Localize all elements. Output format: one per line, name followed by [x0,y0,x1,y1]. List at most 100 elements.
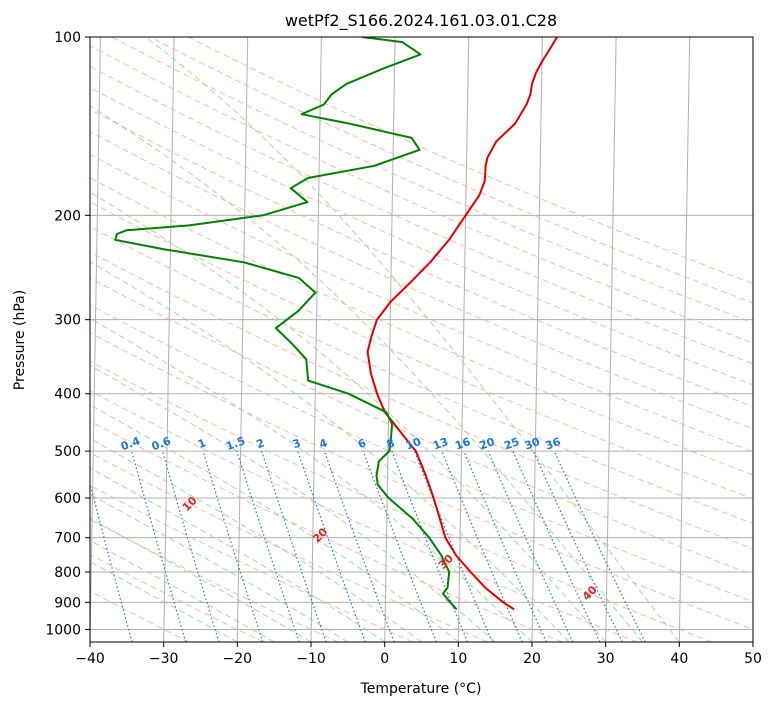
moist-adiabat-line [90,438,422,642]
dry-adiabat-line [90,277,753,576]
chart-grid [90,37,753,642]
dry-adiabat-label: 0 [55,463,70,478]
isotherm-line [531,37,543,642]
chart-title: wetPf2_S166.2024.161.03.01.C28 [285,11,557,31]
chart-series [114,37,558,611]
dry-adiabat-line [90,390,638,642]
x-tick-label: −20 [223,651,253,667]
mixing-ratio-line [90,481,133,642]
isotherm-line [605,37,617,642]
mixing-ratio-label: 10 [404,435,423,453]
dewpoint-profile-line [114,37,458,611]
dry-adiabat-line [90,251,753,550]
isotherm-line [310,37,322,642]
mixing-ratio-line [297,450,366,642]
dry-adiabat-line [149,37,753,304]
dry-adiabat-line [187,37,753,285]
mixing-ratio-line [323,450,395,642]
moist-adiabat-line [90,261,570,642]
moist-adiabat-line [90,467,385,642]
dry-adiabat-line [90,590,190,642]
isotherm-line [163,37,175,642]
x-tick-label: 20 [523,651,541,667]
y-tick-label: 100 [54,30,81,46]
temperature-profile-line [366,37,558,611]
isotherm-line [678,37,691,642]
plot-frame [89,36,754,643]
dry-adiabat-line [90,553,264,642]
mixing-ratio-label: 16 [453,435,472,453]
mixing-ratio-label: 1 [196,436,208,451]
moist-adiabat-line [90,539,275,642]
mixing-ratio-label: 4 [317,436,329,451]
dry-adiabat-line [90,201,753,500]
mixing-ratio-label: 0.1 [22,434,45,453]
moist-adiabat-line [90,364,496,642]
mixing-ratio-line [131,450,187,642]
mixing-ratio-line [391,450,469,642]
mixing-ratio-line [362,450,437,642]
mixing-ratio-line [463,450,547,642]
chart-line-labels: 0.10.20.40.611.52346810131620253036-100-… [22,434,600,603]
mixing-ratio-line [487,450,574,642]
x-tick-label: 50 [744,651,762,667]
y-tick-label: 400 [54,387,81,403]
isotherm-line [236,37,249,642]
x-tick-label: −10 [296,651,326,667]
dry-adiabat-line [90,452,488,642]
mixing-ratio-label: 25 [502,435,521,452]
dry-adiabat-line [90,87,753,386]
dry-adiabat-line [90,177,753,476]
dry-adiabat-line [90,226,753,525]
dry-adiabat-line [90,108,753,408]
isotherm-line [457,37,470,642]
y-axis-label: Pressure (hPa) [12,290,28,390]
dry-adiabat-line [90,332,753,630]
y-tick-label: 300 [54,313,81,329]
moist-adiabat-line [90,317,533,642]
moist-adiabat-line [90,404,459,642]
y-tick-label: 600 [54,491,81,507]
isotherm-line [752,612,753,642]
mixing-ratio-label: 20 [478,435,497,453]
x-tick-label: −30 [149,651,179,667]
dry-adiabat-label: 10 [180,494,200,514]
dry-adiabat-line [90,484,414,642]
x-tick-label: 40 [670,651,688,667]
moist-adiabat-line [90,191,607,642]
y-tick-label: 500 [54,444,81,460]
x-axis-ticks: −40 −30 −20 −10 0 10 20 30 40 50 [75,642,762,667]
y-tick-label: 200 [54,208,81,224]
mixing-ratio-label: 2 [255,436,267,451]
dry-adiabat-line [90,131,753,430]
dry-adiabat-line [90,304,753,603]
dry-adiabat-line [90,45,753,344]
mixing-ratio-label: 0.6 [150,434,173,453]
dry-adiabat-line [90,360,712,642]
dry-adiabat-line [90,65,753,365]
isotherm-line [384,37,396,642]
mixing-ratio-line [441,450,523,642]
moist-adiabat-line [90,105,643,642]
mixing-ratio-label: 0.4 [119,434,142,453]
mixing-ratio-line [236,450,300,642]
moist-adiabat-line [145,37,680,642]
y-tick-label: 800 [54,565,81,581]
mixing-ratio-label: 8 [385,436,397,451]
dry-adiabat-line [90,420,563,642]
mixing-ratio-label: 1.5 [224,434,247,453]
dry-adiabat-label: 30 [436,552,456,572]
mixing-ratio-label: 30 [523,435,542,453]
isotherm-line [90,37,101,642]
moist-adiabat-line [90,561,238,642]
mixing-ratio-line [202,450,264,642]
moist-adiabat-line [90,517,312,642]
y-axis-ticks: 100 200 300 400 500 600 700 800 900 1000 [45,30,90,638]
x-axis-label: Temperature (°C) [360,681,482,697]
dry-adiabat-line [90,153,753,453]
mixing-ratio-label: 6 [356,436,368,451]
mixing-ratio-line [261,450,327,642]
y-tick-label: 700 [54,531,81,547]
y-tick-label: 900 [54,595,81,611]
